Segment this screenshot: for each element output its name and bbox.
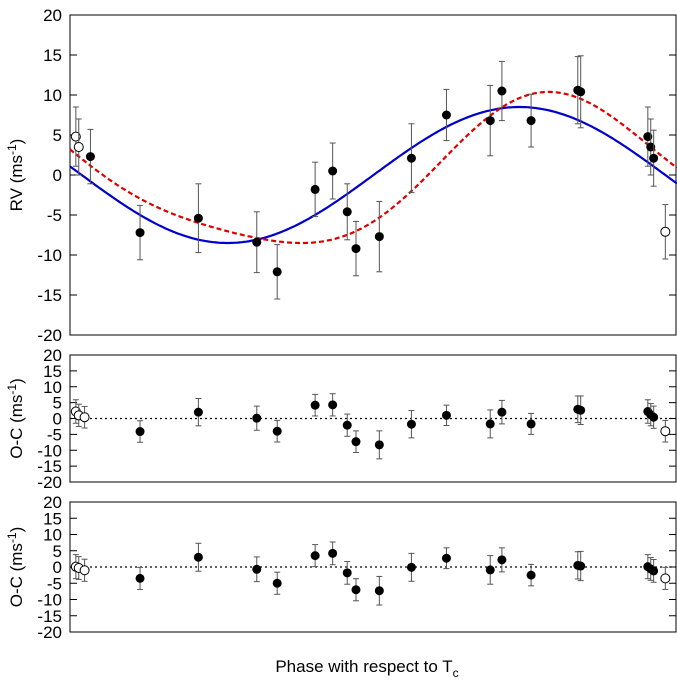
- rv-ytick-label: -20: [37, 326, 62, 345]
- oc1-point: [342, 420, 352, 430]
- rv-point: [576, 87, 586, 97]
- rv-point: [526, 116, 536, 126]
- rv-point: [135, 228, 145, 238]
- oc1-point: [193, 407, 203, 417]
- oc2-point-open: [660, 573, 671, 584]
- oc2-point: [135, 573, 145, 583]
- oc2-point: [193, 552, 203, 562]
- oc1-point: [351, 437, 361, 447]
- oc1-ytick-label: 0: [53, 410, 62, 429]
- eccentric-fit-curve: [69, 90, 677, 245]
- rv-point: [310, 184, 320, 194]
- oc1-ytick-label: -15: [37, 457, 62, 476]
- oc2-point: [441, 553, 451, 563]
- rv-point: [351, 244, 361, 254]
- oc2-ytick-label: -10: [37, 591, 62, 610]
- rv-point-open: [70, 131, 81, 142]
- oc1-ytick-label: 20: [43, 346, 62, 365]
- rv-point: [374, 232, 384, 242]
- rv-point: [328, 166, 338, 176]
- oc1-ytick-label: 10: [43, 378, 62, 397]
- oc1-ytick-label: 15: [43, 362, 62, 381]
- oc2-point: [252, 564, 262, 574]
- rv-panel: -20 -15 -10 -5 0 5 10 15 20 RV (ms-1): [5, 6, 677, 345]
- rv-point-open: [73, 142, 84, 152]
- rv-point: [342, 207, 352, 217]
- rv-point: [646, 142, 656, 152]
- rv-point: [485, 116, 495, 126]
- oc1-point: [328, 400, 338, 410]
- oc1-point-open: [79, 412, 90, 423]
- oc1-ytick-label: -10: [37, 441, 62, 460]
- oc2-ytick-label: -5: [47, 574, 62, 593]
- oc2-point: [310, 551, 320, 561]
- oc1-point: [497, 407, 507, 417]
- oc1-point: [441, 410, 451, 420]
- x-axis-title: Phase with respect to Tc: [275, 657, 458, 680]
- oc1-point: [252, 413, 262, 423]
- oc2-ytick-label: -20: [37, 623, 62, 642]
- rv-point: [406, 153, 416, 163]
- rv-ytick-label: -10: [37, 246, 62, 265]
- oc2-point-open: [79, 565, 90, 576]
- rv-ytick-label: -5: [47, 206, 62, 225]
- oc1-point: [576, 405, 586, 415]
- oc2-point: [374, 586, 384, 596]
- oc2-point: [342, 568, 352, 578]
- oc2-ytick-label: 20: [43, 493, 62, 512]
- rv-y-axis-title: RV (ms-1): [5, 139, 26, 212]
- oc2-y-axis-title: O-C (ms-1): [5, 527, 26, 608]
- oc2-ytick-label: 10: [43, 526, 62, 545]
- oc1-point: [374, 440, 384, 450]
- oc2-ytick-label: -15: [37, 607, 62, 626]
- rv-point: [85, 152, 95, 162]
- rv-point: [272, 267, 282, 277]
- oc1-point: [406, 419, 416, 429]
- oc1-ytick-label: 5: [53, 394, 62, 413]
- oc2-point: [497, 555, 507, 565]
- oc2-point: [328, 548, 338, 558]
- rv-point: [193, 213, 203, 223]
- oc1-point: [649, 412, 659, 422]
- rv-point-open: [660, 226, 671, 237]
- oc2-point: [272, 578, 282, 588]
- rv-point: [649, 153, 659, 163]
- rv-ytick-label: 0: [53, 166, 62, 185]
- oc1-point: [272, 426, 282, 436]
- oc1-point: [485, 419, 495, 429]
- oc2-point: [576, 561, 586, 571]
- oc2-point: [649, 566, 659, 576]
- oc2-ytick-label: 0: [53, 558, 62, 577]
- rv-point: [441, 110, 451, 120]
- oc1-ytick-label: -20: [37, 473, 62, 492]
- rv-ytick-label: 20: [43, 6, 62, 25]
- oc1-point: [526, 419, 536, 429]
- oc1-ytick-label: -5: [47, 425, 62, 444]
- rv-point: [252, 237, 262, 247]
- oc1-point: [310, 400, 320, 410]
- rv-ytick-label: 15: [43, 46, 62, 65]
- oc2-ytick-label: 5: [53, 542, 62, 561]
- rv-ytick-label: 5: [53, 126, 62, 145]
- oc2-point: [406, 562, 416, 572]
- oc2-point: [485, 565, 495, 575]
- oc2-point: [526, 570, 536, 580]
- rv-point: [643, 132, 653, 142]
- circular-fit-curve: [69, 105, 677, 245]
- oc1-y-axis-title: O-C (ms-1): [5, 378, 26, 459]
- rv-ytick-label: -15: [37, 286, 62, 305]
- rv-point: [497, 86, 507, 96]
- oc1-point-open: [660, 426, 671, 437]
- oc2-ytick-label: 15: [43, 509, 62, 528]
- rv-ytick-label: 10: [43, 86, 62, 105]
- oc1-point: [135, 427, 145, 437]
- oc2-point: [351, 585, 361, 595]
